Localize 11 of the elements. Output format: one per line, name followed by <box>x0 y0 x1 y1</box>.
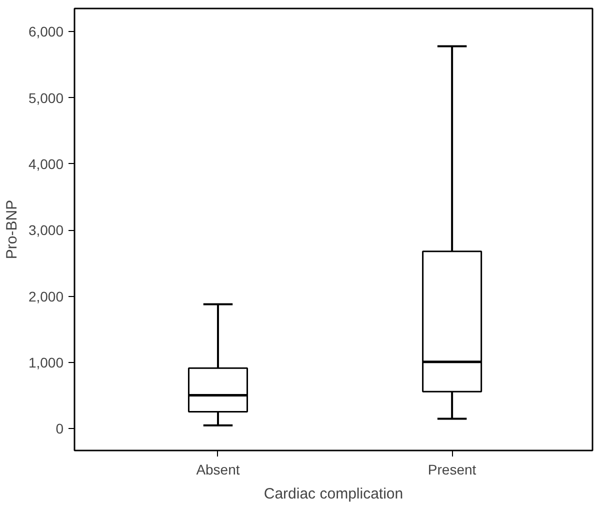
x-tick-label: Absent <box>196 462 240 478</box>
x-axis-title: Cardiac complication <box>264 486 404 502</box>
y-tick-label: 4,000 <box>28 156 64 172</box>
y-axis-title: Pro-BNP <box>3 200 20 260</box>
y-tick-label: 6,000 <box>28 24 64 40</box>
y-tick-label: 5,000 <box>28 90 64 106</box>
y-tick-label: 2,000 <box>28 288 64 304</box>
x-tick-label: Present <box>428 462 476 478</box>
y-tick-label: 1,000 <box>28 354 64 370</box>
y-tick-label: 0 <box>56 420 64 437</box>
y-tick-label: 3,000 <box>28 222 64 238</box>
